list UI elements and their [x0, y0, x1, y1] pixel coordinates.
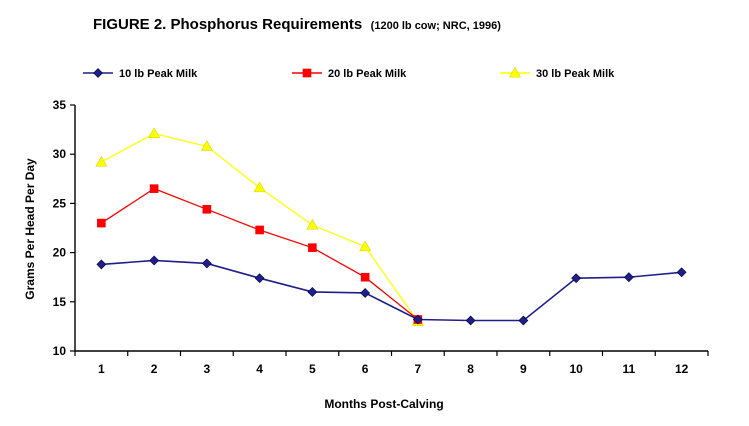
data-point [149, 255, 160, 266]
y-axis-label: Grams Per Head Per Day [23, 158, 37, 300]
legend-marker [302, 68, 312, 78]
data-point [254, 273, 265, 284]
series-line [101, 259, 682, 322]
chart-title: FIGURE 2. Phosphorus Requirements (1200 … [93, 16, 501, 33]
x-tick-label: 6 [362, 362, 369, 376]
series-layer [95, 127, 687, 326]
data-point [255, 225, 264, 235]
y-tick-label: 20 [53, 246, 67, 260]
x-tick-label: 11 [623, 362, 636, 376]
data-point [96, 259, 107, 270]
data-point [412, 314, 423, 325]
data-point [201, 258, 212, 269]
y-tick-label: 35 [53, 98, 67, 112]
chart-title-main: FIGURE 2. Phosphorus Requirements [93, 16, 362, 33]
data-point [148, 127, 161, 138]
legend-label: 30 lb Peak Milk [536, 68, 615, 80]
legend-item: 20 lb Peak Milk [292, 68, 407, 80]
data-point [676, 267, 687, 278]
x-tick-label: 3 [204, 362, 211, 376]
data-point [200, 140, 213, 151]
data-point [518, 315, 529, 326]
y-tick-label: 25 [53, 196, 67, 210]
data-point [623, 272, 634, 283]
chart-subtitle: (1200 lb cow; NRC, 1996) [371, 20, 502, 32]
legend: 10 lb Peak Milk 20 lb Peak Milk 30 lb Peak… [83, 66, 615, 80]
series-3 [95, 127, 424, 326]
x-tick-label: 5 [309, 362, 316, 376]
x-tick-label: 8 [467, 362, 474, 376]
x-tick-label: 7 [415, 362, 422, 376]
x-tick-label: 2 [151, 362, 158, 376]
data-point [307, 287, 318, 297]
data-point [97, 218, 106, 228]
legend-marker [508, 66, 522, 78]
data-point [95, 155, 108, 167]
x-tick-label: 10 [569, 362, 583, 376]
legend-item: 30 lb Peak Milk [500, 66, 615, 80]
data-point [571, 273, 582, 284]
x-tick-label: 1 [98, 362, 105, 376]
y-tick-label: 15 [53, 295, 67, 309]
x-axis-label: Months Post-Calving [324, 397, 443, 411]
data-point [360, 272, 370, 282]
data-point [253, 181, 266, 193]
legend-label: 10 lb Peak Milk [119, 68, 198, 80]
data-point [202, 205, 212, 214]
data-point [149, 184, 159, 193]
legend-item: 10 lb Peak Milk [83, 68, 198, 80]
series-2 [97, 184, 423, 324]
data-point [359, 240, 372, 252]
data-point [306, 218, 319, 230]
series-1 [96, 255, 687, 326]
data-point [465, 315, 476, 326]
data-point [308, 243, 317, 252]
y-tick-label: 30 [53, 147, 67, 161]
legend-label: 20 lb Peak Milk [328, 68, 407, 80]
x-tick-label: 9 [520, 362, 527, 376]
x-tick-label: 4 [256, 362, 263, 376]
legend-marker [93, 68, 103, 78]
y-tick-label: 10 [53, 344, 67, 358]
data-point [360, 288, 371, 298]
x-tick-label: 12 [675, 362, 689, 376]
